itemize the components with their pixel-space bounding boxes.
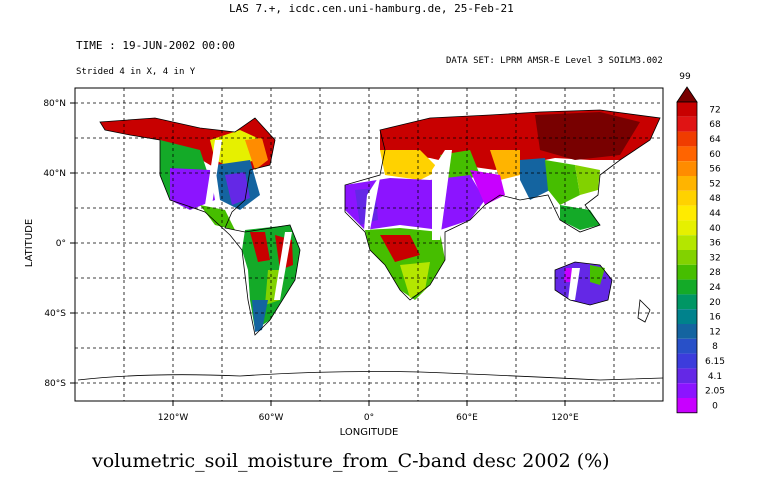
colorbar: 72 68 64 60 56 52 48 44 40 36 32 28 24 20 16 12 8 6.15 4.1… xyxy=(676,86,725,414)
colorbar-level-label: 28 xyxy=(709,268,721,278)
colorbar-level-label: 52 xyxy=(709,179,720,189)
graticule xyxy=(75,88,663,401)
colorbar-level-label: 4.1 xyxy=(708,372,722,382)
colorbar-swatch xyxy=(677,264,697,280)
swath-gaps xyxy=(205,140,580,300)
colorbar-swatch xyxy=(677,250,697,265)
time-label: TIME : 19-JUN-2002 00:00 xyxy=(76,39,235,52)
tick-marks xyxy=(70,102,566,406)
x-axis-label: LONGITUDE xyxy=(340,427,399,438)
strided-note: Strided 4 in X, 4 in Y xyxy=(76,67,196,77)
colorbar-swatch xyxy=(677,338,697,354)
coastlines xyxy=(77,109,664,381)
colorbar-level-label: 24 xyxy=(709,283,721,293)
colorbar-level-label: 32 xyxy=(709,253,720,263)
colorbar-border xyxy=(676,101,698,414)
map-plot xyxy=(74,87,664,402)
y-tick-label: 40°N xyxy=(43,169,66,179)
colorbar-level-label: 2.05 xyxy=(705,387,725,397)
colorbar-swatch xyxy=(677,368,697,384)
colorbar-level-label: 40 xyxy=(709,224,721,234)
colorbar-swatch xyxy=(677,324,697,339)
colorbar-level-label: 36 xyxy=(709,239,721,249)
colorbar-level-label: 20 xyxy=(709,298,721,308)
x-tick-label: 60°E xyxy=(456,413,478,423)
x-tick-label: 120°E xyxy=(551,413,579,423)
bottom-title: volumetric_soil_moisture_from_C-band des… xyxy=(92,450,610,472)
colorbar-swatch xyxy=(677,398,697,413)
x-tick-label: 120°W xyxy=(158,413,189,423)
server-header: LAS 7.+, icdc.cen.uni-hamburg.de, 25-Feb… xyxy=(229,2,514,15)
colorbar-level-label: 0 xyxy=(712,401,718,411)
y-tick-label: 0° xyxy=(56,239,66,249)
colorbar-level-label: 68 xyxy=(709,120,721,130)
colorbar-level-label: 8 xyxy=(712,342,718,352)
colorbar-swatch xyxy=(677,235,697,250)
colorbar-swatch xyxy=(677,116,697,132)
colorbar-level-label: 56 xyxy=(709,165,721,175)
colorbar-level-label: 6.15 xyxy=(705,357,725,367)
colorbar-swatch xyxy=(677,102,697,117)
colorbar-top-label: 99 xyxy=(679,72,691,82)
colorbar-swatch xyxy=(677,294,697,310)
colorbar-level-label: 72 xyxy=(709,105,720,115)
x-tick-label: 0° xyxy=(364,413,374,423)
colorbar-level-label: 12 xyxy=(709,327,720,337)
colorbar-swatch xyxy=(677,131,697,147)
colorbar-swatch xyxy=(677,176,697,191)
colorbar-swatch xyxy=(677,383,697,398)
colorbar-swatch xyxy=(677,309,697,324)
dataset-label: DATA SET: LPRM AMSR-E Level 3 SOILM3.002 xyxy=(446,56,663,66)
colorbar-level-label: 64 xyxy=(709,135,721,145)
colorbar-level-label: 44 xyxy=(709,209,721,219)
y-axis-label: LATITUDE xyxy=(24,219,35,267)
colorbar-swatch xyxy=(677,146,697,162)
y-tick-label: 40°S xyxy=(44,309,66,319)
colorbar-swatch xyxy=(677,205,697,221)
colorbar-swatch xyxy=(677,279,697,295)
colorbar-level-label: 60 xyxy=(709,150,721,160)
colorbar-swatch xyxy=(677,220,697,236)
colorbar-overflow-triangle xyxy=(676,86,698,103)
colorbar-swatch xyxy=(677,190,697,206)
colorbar-swatch xyxy=(677,161,697,176)
y-tick-label: 80°N xyxy=(43,99,66,109)
colorbar-level-label: 16 xyxy=(709,313,721,323)
colorbar-level-label: 48 xyxy=(709,194,721,204)
x-tick-label: 60°W xyxy=(259,413,284,423)
colorbar-swatch xyxy=(677,353,697,369)
y-tick-label: 80°S xyxy=(44,379,66,389)
